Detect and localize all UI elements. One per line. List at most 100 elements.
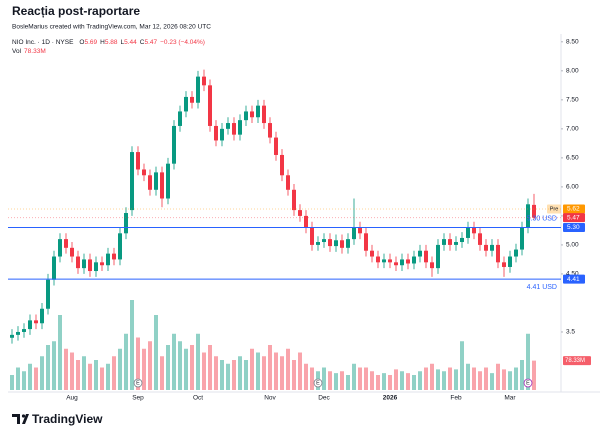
x-tick-label: Oct (193, 395, 203, 402)
volume-bar (466, 363, 470, 390)
volume-bar (478, 371, 482, 390)
candle-body (484, 244, 488, 251)
volume-bar (100, 367, 104, 390)
price-tag (563, 213, 585, 223)
volume-bar (10, 375, 14, 390)
candle-body (10, 334, 14, 338)
change: −0.23 (−4.04%) (160, 39, 205, 46)
volume-bar (22, 371, 26, 390)
volume-bar (238, 356, 242, 390)
ohlc-letter: H (100, 39, 105, 46)
volume-bar (34, 367, 38, 390)
candle-body (70, 247, 74, 257)
y-tick-label: 6.00 (566, 184, 579, 191)
y-tick-label: 7.50 (566, 97, 579, 104)
candle-body (406, 259, 410, 264)
y-tick-label: 5.00 (566, 242, 579, 249)
candle-body (58, 239, 62, 257)
volume-bar (526, 333, 530, 390)
candle-body (88, 259, 92, 272)
y-tick-label: 8.00 (566, 68, 579, 75)
volume-bar (430, 363, 434, 390)
volume-bar (70, 352, 74, 390)
candle-body (304, 215, 308, 228)
candle-body (100, 262, 104, 266)
y-tick-label: 4.50 (566, 271, 579, 278)
volume-bar (52, 341, 56, 390)
volume-bar (532, 360, 536, 390)
volume-bar (508, 371, 512, 390)
candle-body (526, 204, 530, 228)
candle-body (202, 76, 206, 86)
candle-body (214, 125, 218, 141)
price-tag-badge (547, 204, 561, 214)
volume-bar (214, 356, 218, 390)
candle-body (370, 250, 374, 257)
ohlc-value: 5.69 (84, 39, 97, 46)
candle-body (460, 237, 464, 243)
volume-bar (220, 360, 224, 390)
symbol: NIO Inc. · 1D · NYSE (12, 39, 74, 46)
volume-bar (394, 369, 398, 390)
legend: NIO Inc. · 1D · NYSE O5.69 H5.88 L5.44 C5.47… (12, 39, 205, 46)
volume-title: Vol (12, 48, 22, 55)
candle-body (448, 239, 452, 245)
volume-bar (118, 348, 122, 390)
volume-bar (148, 341, 152, 390)
chart-subtitle: BosleMarius created with TradingView.com… (12, 24, 211, 31)
candle-body (496, 244, 500, 263)
candle-body (358, 227, 362, 234)
candle-body (196, 76, 200, 103)
volume-bar (460, 341, 464, 390)
candle-body (508, 256, 512, 267)
volume-bar (130, 300, 134, 390)
y-tick-label: 8.50 (566, 39, 579, 46)
candle-body (256, 105, 260, 118)
ohlc-value: 5.88 (105, 39, 118, 46)
volume-tag (563, 356, 591, 366)
volume-bar (340, 371, 344, 390)
candle-body (514, 249, 518, 257)
candle-body (106, 253, 110, 266)
candle-body (64, 239, 68, 248)
volume-bar (442, 371, 446, 390)
volume-bar (106, 363, 110, 390)
x-tick-label: Aug (66, 395, 78, 402)
volume-bar (388, 375, 392, 390)
candle-body (220, 128, 224, 141)
candle-body (16, 331, 20, 335)
volume-bar (334, 373, 338, 390)
candle-body (502, 262, 506, 267)
x-tick-label: Sep (132, 395, 144, 402)
candle-body (436, 244, 440, 269)
price-tag-label: 5.47 (567, 214, 580, 221)
ohlc-letter: L (120, 39, 124, 46)
candle-body (40, 308, 44, 324)
candle-body (364, 233, 368, 251)
earnings-marker (133, 378, 143, 388)
candle-body (160, 172, 164, 199)
volume-bar (376, 375, 380, 390)
candle-body (154, 172, 158, 190)
earnings-marker-label: E (526, 380, 530, 386)
volume-bar (424, 367, 428, 390)
branding: TradingView (32, 412, 103, 426)
price-tag-badge-label: Pre (550, 206, 559, 212)
candle-body (268, 123, 272, 138)
volume-bar (88, 363, 92, 390)
candle-body (334, 240, 338, 247)
volume-legend: Vol 78.33M (12, 48, 46, 55)
earnings-marker-label: E (316, 380, 320, 386)
volume-bar (250, 348, 254, 390)
candle-body (28, 320, 32, 330)
candle-body (46, 279, 50, 309)
candle-body (280, 154, 284, 176)
candle-body (118, 233, 122, 260)
volume-bar (298, 352, 302, 390)
volume-bar (484, 367, 488, 390)
candle-body (442, 239, 446, 245)
candle-body (250, 111, 254, 118)
candle-body (400, 259, 404, 266)
